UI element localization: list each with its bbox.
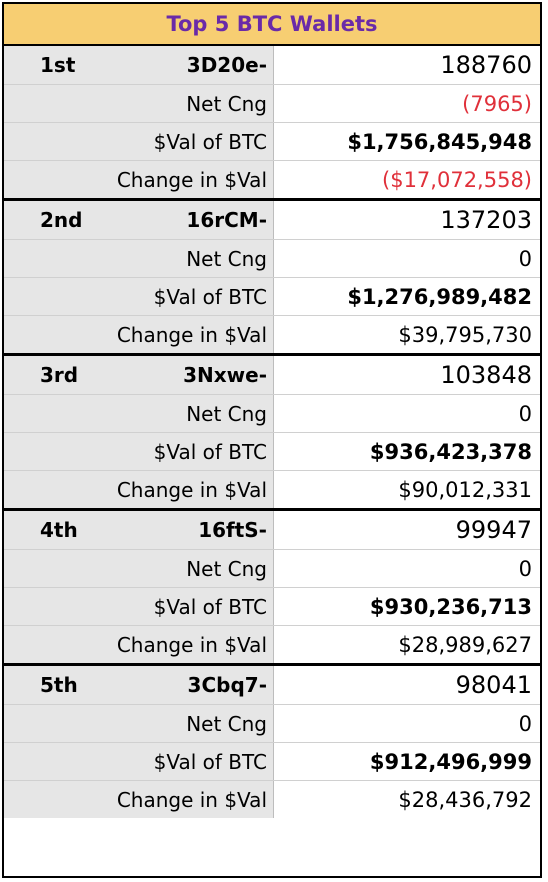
net-change-label: Net Cng [4, 705, 274, 742]
wallet-rank: 1st [40, 53, 76, 77]
value-change: ($17,072,558) [382, 167, 532, 192]
wallet-address: 3Nxwe- [183, 363, 267, 387]
value-change-row: Change in $Val ($17,072,558) [4, 160, 540, 198]
wallet-btc-balance: 137203 [440, 206, 532, 234]
net-change-row: Net Cng 0 [4, 239, 540, 277]
value-change-row: Change in $Val $28,989,627 [4, 625, 540, 663]
value-change-label: Change in $Val [4, 626, 274, 663]
value-change: $28,989,627 [398, 632, 532, 657]
btc-value: $930,236,713 [369, 594, 532, 619]
wallet-group-4: 4th 16ftS- 99947 Net Cng 0 $Val of BTC $… [4, 511, 540, 666]
net-change-row: Net Cng 0 [4, 394, 540, 432]
net-change-value: 0 [518, 246, 532, 271]
net-change-value: 0 [518, 401, 532, 426]
value-change: $90,012,331 [398, 477, 532, 502]
value-change-label: Change in $Val [4, 781, 274, 818]
wallet-btc-balance: 99947 [455, 516, 532, 544]
btc-value-label: $Val of BTC [4, 743, 274, 780]
wallet-header-label: 4th 16ftS- [4, 511, 274, 549]
wallet-group-1: 1st 3D20e- 188760 Net Cng (7965) $Val of… [4, 46, 540, 201]
btc-value: $1,276,989,482 [347, 284, 532, 309]
value-change: $39,795,730 [398, 322, 532, 347]
net-change-row: Net Cng 0 [4, 704, 540, 742]
wallet-group-3: 3rd 3Nxwe- 103848 Net Cng 0 $Val of BTC … [4, 356, 540, 511]
value-change: $28,436,792 [398, 787, 532, 812]
wallet-address: 3Cbq7- [187, 673, 267, 697]
btc-value-row: $Val of BTC $912,496,999 [4, 742, 540, 780]
net-change-row: Net Cng (7965) [4, 84, 540, 122]
wallet-header-row: 5th 3Cbq7- 98041 [4, 666, 540, 704]
net-change-label: Net Cng [4, 85, 274, 122]
net-change-value: 0 [518, 556, 532, 581]
net-change-value: (7965) [462, 91, 532, 116]
wallet-group-2: 2nd 16rCM- 137203 Net Cng 0 $Val of BTC … [4, 201, 540, 356]
btc-value-row: $Val of BTC $1,756,845,948 [4, 122, 540, 160]
wallet-header-row: 3rd 3Nxwe- 103848 [4, 356, 540, 394]
wallet-header-label: 3rd 3Nxwe- [4, 356, 274, 394]
wallet-btc-balance: 103848 [440, 361, 532, 389]
net-change-label: Net Cng [4, 550, 274, 587]
wallet-address: 16ftS- [198, 518, 267, 542]
wallet-address: 16rCM- [186, 208, 267, 232]
wallet-header-row: 1st 3D20e- 188760 [4, 46, 540, 84]
btc-value: $912,496,999 [369, 749, 532, 774]
wallet-header-label: 1st 3D20e- [4, 46, 274, 84]
value-change-label: Change in $Val [4, 471, 274, 508]
value-change-row: Change in $Val $28,436,792 [4, 780, 540, 818]
value-change-row: Change in $Val $39,795,730 [4, 315, 540, 353]
btc-value-label: $Val of BTC [4, 588, 274, 625]
net-change-label: Net Cng [4, 395, 274, 432]
value-change-label: Change in $Val [4, 316, 274, 353]
wallet-btc-balance: 98041 [455, 671, 532, 699]
btc-value: $1,756,845,948 [347, 129, 532, 154]
table-title: Top 5 BTC Wallets [4, 4, 540, 46]
btc-value-label: $Val of BTC [4, 123, 274, 160]
wallet-btc-balance: 188760 [440, 51, 532, 79]
wallet-header-label: 5th 3Cbq7- [4, 666, 274, 704]
btc-value: $936,423,378 [369, 439, 532, 464]
wallet-rank: 5th [40, 673, 78, 697]
wallet-rank: 3rd [40, 363, 79, 387]
wallet-rank: 2nd [40, 208, 83, 232]
net-change-value: 0 [518, 711, 532, 736]
value-change-label: Change in $Val [4, 161, 274, 198]
value-change-row: Change in $Val $90,012,331 [4, 470, 540, 508]
btc-value-row: $Val of BTC $936,423,378 [4, 432, 540, 470]
wallet-header-row: 2nd 16rCM- 137203 [4, 201, 540, 239]
btc-value-row: $Val of BTC $1,276,989,482 [4, 277, 540, 315]
wallet-header-label: 2nd 16rCM- [4, 201, 274, 239]
btc-value-label: $Val of BTC [4, 433, 274, 470]
wallet-group-5: 5th 3Cbq7- 98041 Net Cng 0 $Val of BTC $… [4, 666, 540, 818]
wallet-rank: 4th [40, 518, 78, 542]
wallet-header-row: 4th 16ftS- 99947 [4, 511, 540, 549]
wallet-address: 3D20e- [186, 53, 267, 77]
wallets-table: Top 5 BTC Wallets 1st 3D20e- 188760 Net … [2, 2, 542, 878]
net-change-label: Net Cng [4, 240, 274, 277]
btc-value-label: $Val of BTC [4, 278, 274, 315]
btc-value-row: $Val of BTC $930,236,713 [4, 587, 540, 625]
net-change-row: Net Cng 0 [4, 549, 540, 587]
